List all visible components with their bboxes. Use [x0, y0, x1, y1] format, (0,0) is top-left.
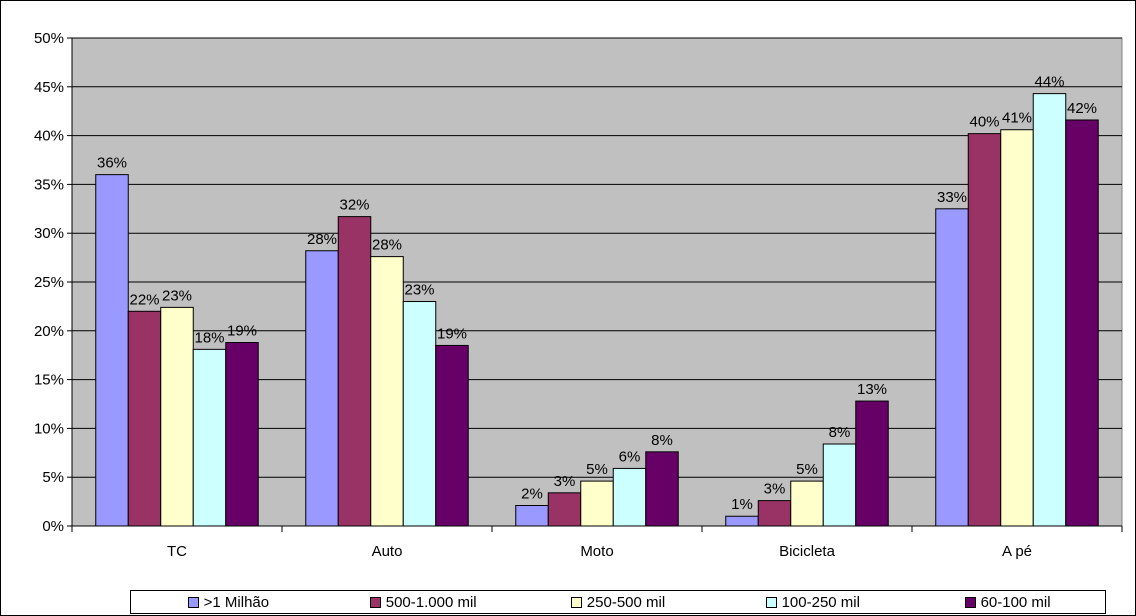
legend-item: >1 Milhão — [131, 594, 326, 611]
legend-label: 60-100 mil — [980, 593, 1051, 611]
data-label: 19% — [227, 323, 257, 340]
bar — [725, 515, 759, 527]
bar — [435, 344, 469, 527]
data-label: 44% — [1034, 74, 1064, 91]
x-tick-label: Moto — [580, 543, 613, 560]
y-tick-label: 0% — [42, 518, 64, 535]
bar — [935, 208, 969, 527]
bar — [822, 443, 857, 527]
data-label: 40% — [969, 114, 999, 131]
data-label: 33% — [937, 189, 967, 206]
data-label: 28% — [372, 237, 402, 254]
data-label: 42% — [1067, 100, 1097, 117]
legend-item: 100-250 mil — [715, 594, 910, 611]
bar — [370, 256, 404, 527]
bar — [855, 400, 889, 527]
data-label: 22% — [129, 291, 159, 308]
legend-label: >1 Milhão — [203, 593, 270, 611]
data-label: 5% — [586, 461, 608, 478]
legend-swatch — [964, 596, 976, 608]
y-tick-label: 45% — [34, 79, 64, 96]
y-tick-label: 35% — [34, 176, 64, 193]
bar — [612, 467, 647, 527]
bar — [337, 216, 372, 527]
data-label: 28% — [307, 231, 337, 248]
bar — [1032, 93, 1067, 527]
data-label: 5% — [796, 461, 818, 478]
x-tick-label: Auto — [372, 543, 403, 560]
data-label: 41% — [1002, 110, 1032, 127]
legend-item: 250-500 mil — [521, 594, 716, 611]
legend-label: 500-1.000 mil — [385, 593, 477, 611]
bar — [95, 174, 129, 527]
bar — [547, 492, 582, 527]
y-tick-label: 40% — [34, 128, 64, 145]
legend-label: 250-500 mil — [586, 593, 666, 611]
y-tick-label: 15% — [34, 372, 64, 389]
legend-label: 100-250 mil — [781, 593, 860, 611]
legend-swatch — [187, 596, 199, 608]
data-label: 2% — [521, 486, 543, 503]
legend: >1 Milhão 500-1.000 mil 250-500 mil 100-… — [130, 590, 1106, 614]
bar — [305, 250, 339, 527]
data-label: 36% — [97, 155, 127, 172]
data-label: 3% — [764, 481, 786, 498]
bar — [757, 500, 792, 527]
data-label: 23% — [162, 287, 192, 304]
y-tick-label: 10% — [34, 420, 64, 437]
data-label: 1% — [731, 496, 753, 513]
y-tick-label: 50% — [34, 30, 64, 47]
bar — [790, 480, 824, 527]
data-label: 8% — [829, 424, 851, 441]
bar — [1065, 119, 1099, 527]
y-tick-label: 30% — [34, 225, 64, 242]
x-tick-label: A pé — [1002, 543, 1032, 560]
legend-swatch — [570, 596, 582, 608]
x-tick-label: Bicicleta — [779, 543, 836, 560]
legend-swatch — [765, 596, 777, 608]
y-tick-label: 20% — [34, 323, 64, 340]
data-label: 23% — [404, 282, 434, 299]
bar — [515, 505, 549, 527]
legend-swatch — [369, 596, 381, 608]
bar — [127, 310, 162, 527]
bar — [402, 301, 437, 527]
bar — [1000, 129, 1034, 527]
data-label: 32% — [339, 197, 369, 214]
y-tick-label: 5% — [42, 469, 64, 486]
data-label: 19% — [437, 325, 467, 342]
bar — [580, 480, 614, 527]
x-tick-label: TC — [167, 543, 187, 560]
data-label: 18% — [194, 329, 224, 346]
data-label: 13% — [857, 381, 887, 398]
bar — [645, 451, 679, 527]
data-label: 8% — [651, 432, 673, 449]
bar — [192, 348, 227, 527]
y-tick-label: 25% — [34, 274, 64, 291]
bar — [225, 342, 259, 527]
legend-item: 60-100 mil — [910, 594, 1105, 611]
data-label: 6% — [619, 448, 641, 465]
legend-item: 500-1.000 mil — [326, 594, 521, 611]
data-label: 3% — [554, 473, 576, 490]
bar — [967, 133, 1002, 527]
bar — [160, 306, 194, 527]
